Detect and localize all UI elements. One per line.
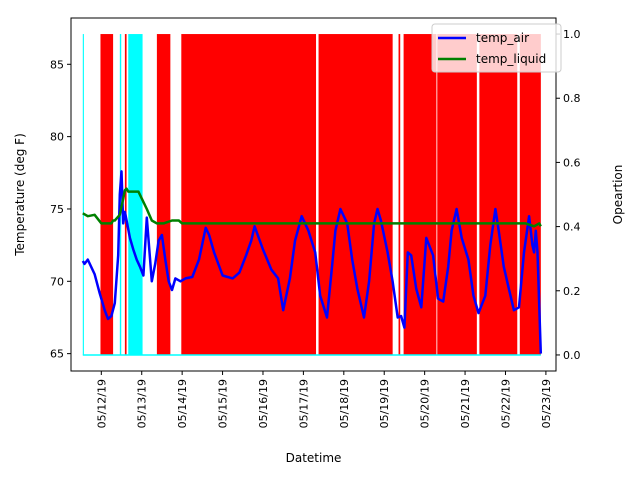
x-tick-label: 05/16/19 [257, 379, 270, 428]
heating-band [181, 34, 317, 355]
x-tick-label: 05/22/19 [499, 379, 512, 428]
series-lines [81, 170, 543, 354]
x-tick-label: 05/12/19 [95, 379, 108, 428]
y2-tick-label: 0.4 [563, 221, 581, 234]
heating-band [124, 34, 127, 355]
heating-band [100, 34, 114, 355]
y2-tick-label: 0.8 [563, 92, 581, 105]
x-tick-label: 05/14/19 [176, 379, 189, 428]
x-axis: 05/12/19 05/13/19 05/14/19 05/15/19 05/16/19… [95, 371, 553, 428]
y-tick-label: 75 [50, 203, 64, 216]
y2-tick-label: 0.0 [563, 349, 581, 362]
heating-band [519, 34, 541, 355]
temp_air-line [81, 170, 543, 354]
heating-band [156, 34, 171, 355]
heating-band [479, 34, 518, 355]
heating-band [437, 34, 477, 355]
x-tick-label: 05/18/19 [338, 379, 351, 428]
x-tick-label: 05/23/19 [540, 379, 553, 428]
y-tick-label: 70 [50, 275, 64, 288]
y2-tick-label: 0.2 [563, 285, 581, 298]
x-tick-label: 05/15/19 [217, 379, 230, 428]
temp_liquid-line [82, 187, 542, 228]
legend-label: temp_liquid [476, 52, 546, 66]
y-axis: 65 70 75 80 85 [50, 58, 71, 361]
x-tick-label: 05/17/19 [297, 379, 310, 428]
y2-tick-label: 0.6 [563, 156, 581, 169]
heating-band [318, 34, 393, 355]
x-tick-label: 05/20/19 [419, 379, 432, 428]
operation-bands [82, 34, 541, 356]
y2-axis-label: Opeartion [611, 165, 625, 225]
x-tick-label: 05/19/19 [378, 379, 391, 428]
x-axis-label: Datetime [286, 451, 342, 465]
cooling-band [82, 34, 84, 355]
x-tick-label: 05/13/19 [136, 379, 149, 428]
y2-axis: 0.0 0.2 0.4 0.6 0.8 1.0 [556, 28, 581, 362]
x-tick-label: 05/21/19 [459, 379, 472, 428]
legend: temp_air temp_liquid [431, 23, 562, 73]
legend-label: temp_air [476, 31, 529, 45]
heating-band [398, 34, 401, 355]
y-tick-label: 85 [50, 58, 64, 71]
y2-tick-label: 1.0 [563, 28, 581, 41]
plot-frame [70, 17, 557, 372]
y-tick-label: 65 [50, 348, 64, 361]
y-axis-label: Temperature (deg F) [13, 133, 27, 257]
y-tick-label: 80 [50, 131, 64, 144]
cooling-band [128, 34, 143, 355]
